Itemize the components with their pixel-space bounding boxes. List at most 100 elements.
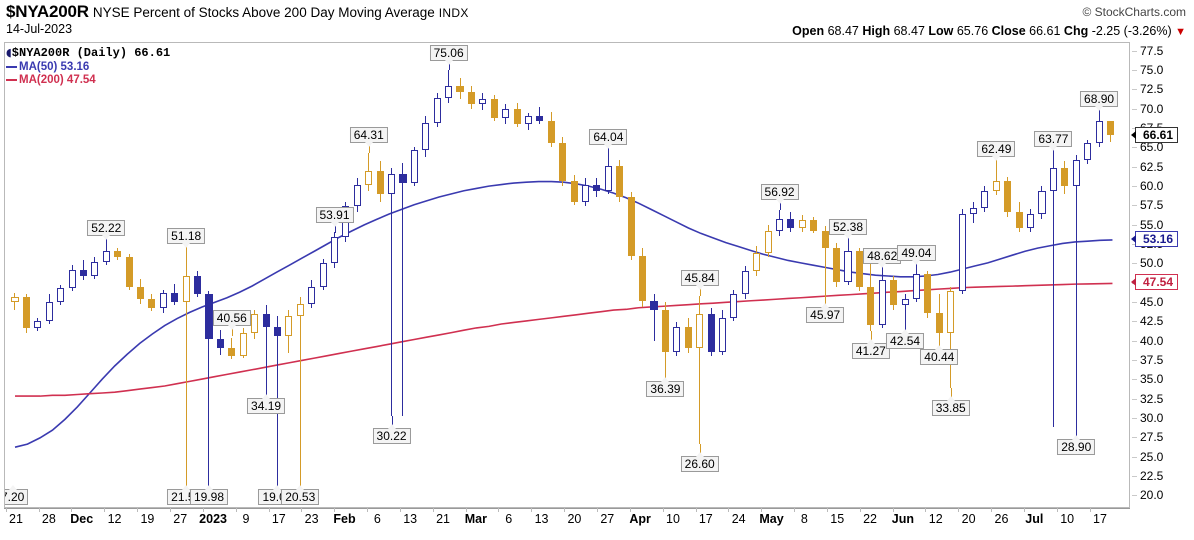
x-axis-tick-label: 2023: [199, 512, 227, 526]
y-axis-tick-label: 30.0: [1140, 411, 1164, 426]
candlestick: [627, 43, 635, 507]
price-extreme-annotation: 28.90: [1057, 434, 1096, 455]
x-axis-tick-mark: [334, 508, 336, 512]
candlestick: [456, 43, 464, 507]
candlestick: [11, 43, 19, 507]
y-axis-tick-label: 37.5: [1140, 353, 1164, 368]
annotation-leader-line: [699, 283, 701, 296]
x-axis-tick-mark: [925, 508, 927, 512]
x-axis-tick-label: May: [759, 512, 784, 526]
candle-body: [1038, 190, 1046, 214]
x-axis-tick-mark: [1056, 508, 1058, 512]
y-axis-tick-mark: [1132, 244, 1137, 246]
y-axis-tick-mark: [1132, 321, 1137, 323]
candlestick: [673, 43, 681, 507]
legend-price-label: $NYA200R (Daily) 66.61: [11, 46, 171, 60]
price-extreme-annotation: 26.60: [680, 452, 719, 473]
plot-area: 7.2052.2251.1821.5019.9834.1940.5619.042…: [5, 43, 1129, 507]
candle-body: [34, 320, 42, 329]
y-axis-tick-mark: [1132, 70, 1137, 72]
candle-body: [1027, 213, 1035, 228]
candle-body: [912, 274, 920, 299]
x-axis-tick-label: 20: [567, 512, 582, 526]
y-axis-tick-mark: [1132, 418, 1137, 420]
annotation-leader-line: [848, 232, 849, 245]
candle-wick: [824, 226, 826, 295]
candlestick: [262, 43, 270, 507]
candlestick: [547, 43, 555, 507]
candlestick: [194, 43, 202, 507]
candle-body: [102, 251, 110, 262]
y-axis-tick-label: 45.0: [1140, 295, 1164, 310]
candlestick: [810, 43, 818, 507]
x-axis-tick-label: 22: [863, 512, 877, 526]
candle-body: [376, 170, 384, 194]
x-axis-tick-label: Mar: [464, 512, 487, 526]
candle-body: [490, 99, 498, 118]
price-extreme-annotation: 45.84: [680, 269, 719, 290]
x-axis-tick-label: 19: [140, 512, 155, 526]
ma50-swatch-icon: [6, 65, 17, 68]
candle-body: [79, 269, 87, 276]
candlestick: [319, 43, 327, 507]
price-callout-close: 66.61: [1130, 126, 1179, 143]
x-axis-tick-mark: [301, 508, 303, 512]
x-axis-tick-mark: [1024, 508, 1026, 512]
candle-body: [878, 280, 886, 326]
candle-wick: [1052, 156, 1054, 427]
candlestick: [616, 43, 624, 507]
candle-body: [798, 220, 806, 228]
x-axis-tick-label: 28: [41, 512, 56, 526]
candlestick: [45, 43, 53, 507]
annotation-leader-line: [1099, 105, 1101, 118]
candle-body: [753, 252, 761, 272]
candlestick: [730, 43, 738, 507]
ma200-swatch-icon: [6, 79, 17, 82]
candle-body: [182, 275, 190, 303]
ohlc-quote-bar: Open 68.47 High 68.47 Low 65.76 Close 66…: [792, 24, 1186, 38]
x-axis-tick-label: 27: [600, 512, 615, 526]
open-label: Open: [792, 24, 825, 38]
candle-body: [810, 220, 818, 231]
candlestick: [855, 43, 863, 507]
x-axis-tick-mark: [432, 508, 434, 512]
annotation-leader-line: [825, 294, 827, 307]
x-axis-tick-mark: [71, 508, 73, 512]
x-axis-tick-mark: [235, 508, 237, 512]
price-extreme-annotation: 75.06: [429, 45, 468, 65]
candlestick: [1084, 43, 1092, 507]
y-axis-tick-mark: [1132, 50, 1137, 52]
x-axis-tick-label: 6: [373, 512, 381, 526]
y-axis-tick-mark: [1132, 147, 1137, 149]
candlestick: [148, 43, 156, 507]
candle-body: [650, 300, 658, 310]
x-axis-tick-label: 6: [505, 512, 513, 526]
x-axis-tick-mark: [1089, 508, 1091, 512]
price-extreme-annotation: 40.44: [920, 345, 959, 366]
candle-body: [661, 309, 669, 352]
candlestick: [308, 43, 316, 507]
annotation-leader-line: [106, 234, 108, 247]
y-axis-tick-mark: [1132, 456, 1137, 458]
y-axis-tick-label: 72.5: [1140, 82, 1164, 97]
y-axis-tick-mark: [1132, 360, 1137, 362]
candle-body: [22, 297, 30, 329]
x-axis-tick-label: 10: [666, 512, 680, 526]
candle-wick: [950, 286, 952, 389]
candlestick: [422, 43, 430, 507]
candlestick: [970, 43, 978, 507]
price-extreme-annotation: 53.91: [315, 207, 354, 228]
candle-body: [958, 213, 966, 292]
annotation-leader-line: [905, 321, 907, 334]
candlestick: [513, 43, 521, 507]
candle-wick: [231, 337, 233, 360]
candlestick: [1038, 43, 1046, 507]
candlestick: [330, 43, 339, 507]
y-axis-tick-label: 32.5: [1140, 391, 1164, 406]
candlestick: [1095, 43, 1103, 507]
y-axis-tick-mark: [1132, 302, 1137, 304]
candle-body: [901, 298, 909, 306]
price-extreme-annotation: 41.27: [851, 338, 890, 359]
price-extreme-annotation: 19.98: [189, 485, 228, 505]
candlestick: [285, 43, 293, 507]
